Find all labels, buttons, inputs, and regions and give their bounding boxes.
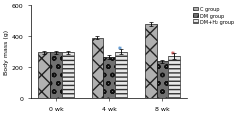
- Y-axis label: Body mass (g): Body mass (g): [4, 30, 9, 75]
- Bar: [103, 58, 115, 98]
- Bar: [157, 62, 168, 98]
- Bar: [62, 53, 74, 98]
- Text: *: *: [118, 46, 122, 55]
- Bar: [38, 53, 50, 98]
- Legend: C group, DM group, DM+H₂ group: C group, DM group, DM+H₂ group: [193, 7, 234, 25]
- Bar: [145, 25, 157, 98]
- Text: *: *: [171, 50, 175, 59]
- Bar: [92, 38, 103, 98]
- Bar: [115, 52, 127, 98]
- Bar: [50, 53, 62, 98]
- Bar: [168, 57, 180, 98]
